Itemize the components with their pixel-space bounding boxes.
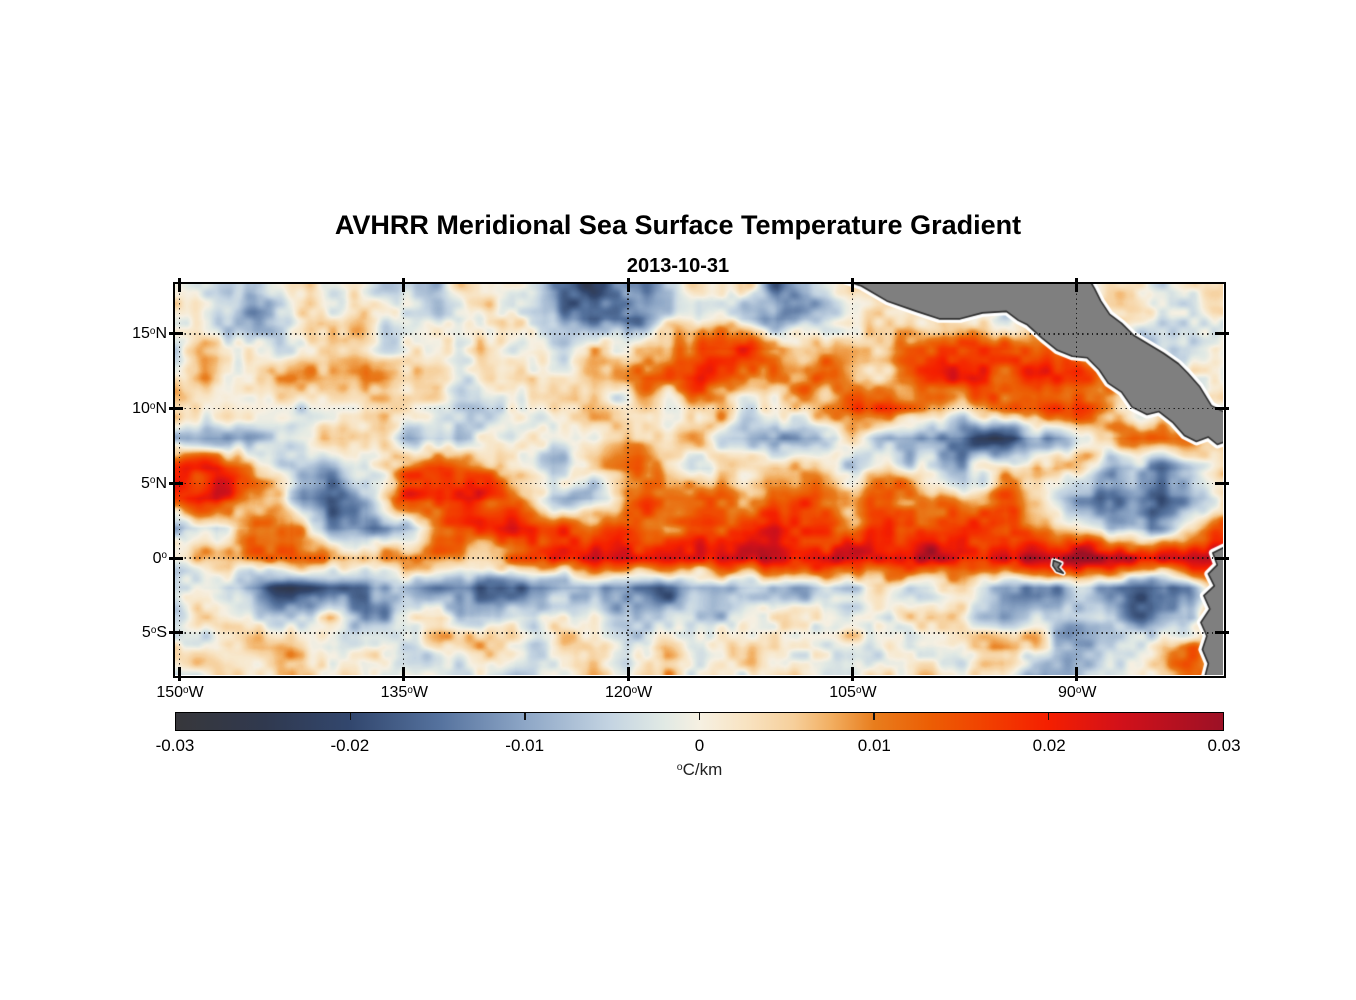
x-axis-tick-label: 150oW bbox=[156, 684, 204, 701]
x-axis-tick-label: 135oW bbox=[380, 684, 428, 701]
y-axis-tick-label: 15oN bbox=[132, 325, 167, 343]
x-axis-tick-label: 90oW bbox=[1058, 684, 1097, 701]
x-axis-tick-label: 120oW bbox=[604, 684, 653, 701]
colorbar bbox=[175, 712, 1224, 731]
y-axis-tick-label: 0o bbox=[152, 549, 167, 567]
sst-gradient-heatmap-canvas bbox=[175, 284, 1223, 675]
colorbar-tick-label: -0.01 bbox=[505, 736, 545, 755]
colorbar-tick bbox=[524, 713, 526, 720]
chart-date-subtitle: 2013-10-31 bbox=[626, 255, 730, 277]
map-plot-area bbox=[169, 278, 1229, 681]
colorbar-tick-label: -0.02 bbox=[330, 736, 370, 755]
colorbar-tick-label: 0 bbox=[694, 736, 705, 755]
colorbar-tick-label: 0.01 bbox=[857, 736, 891, 755]
y-axis-tick-label: 5oN bbox=[141, 474, 167, 492]
colorbar-gradient bbox=[176, 713, 1223, 730]
colorbar-tick bbox=[1047, 713, 1050, 720]
colorbar-tick bbox=[349, 713, 352, 720]
colorbar-tick-label: 0.02 bbox=[1032, 736, 1066, 755]
chart-title: AVHRR Meridional Sea Surface Temperature… bbox=[334, 210, 1022, 240]
colorbar-tick bbox=[873, 713, 875, 720]
colorbar-tick-label: 0.03 bbox=[1207, 736, 1241, 755]
colorbar-tick-label: -0.03 bbox=[155, 736, 195, 755]
colorbar-tick bbox=[698, 713, 701, 720]
colorbar-unit-label: oC/km bbox=[676, 760, 723, 779]
x-axis-tick-label: 105oW bbox=[829, 684, 877, 701]
y-axis-tick-label: 5oS bbox=[141, 624, 167, 642]
y-axis-tick-label: 10oN bbox=[132, 400, 167, 418]
